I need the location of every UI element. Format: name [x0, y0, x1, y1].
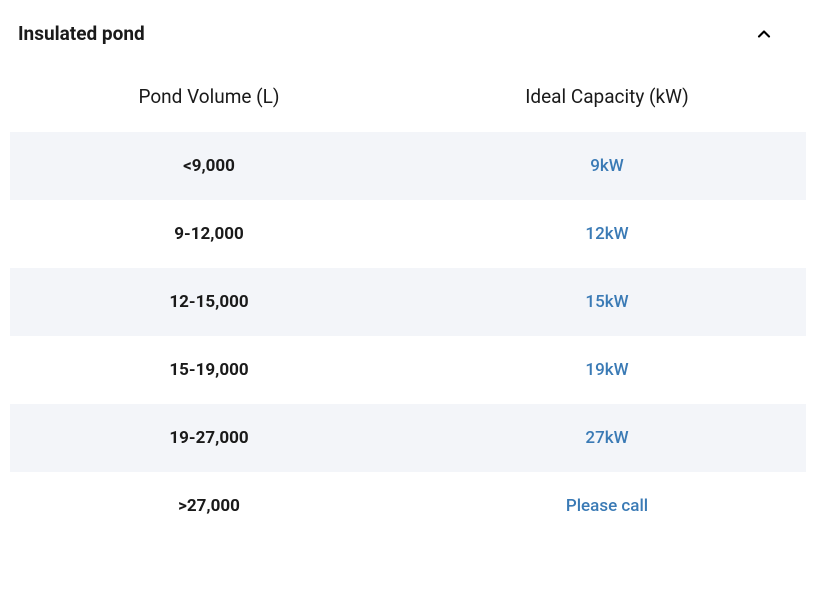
table-row: <9,0009kW [10, 132, 806, 200]
table-row: 9-12,00012kW [10, 200, 806, 268]
table-row: 19-27,00027kW [10, 404, 806, 472]
table-row: 15-19,00019kW [10, 336, 806, 404]
table-cell-capacity-link[interactable]: 12kW [408, 224, 806, 244]
table-cell-volume: 19-27,000 [10, 428, 408, 448]
table-header-row: Pond Volume (L) Ideal Capacity (kW) [10, 65, 806, 132]
table-cell-volume: 15-19,000 [10, 360, 408, 380]
table-header-capacity: Ideal Capacity (kW) [408, 85, 806, 108]
table-cell-capacity-link[interactable]: 15kW [408, 292, 806, 312]
table-body: <9,0009kW9-12,00012kW12-15,00015kW15-19,… [10, 132, 806, 540]
accordion-header[interactable]: Insulated pond [10, 10, 806, 65]
table-header-volume: Pond Volume (L) [10, 85, 408, 108]
table-cell-capacity-link[interactable]: 9kW [408, 156, 806, 176]
table-cell-capacity-link[interactable]: Please call [408, 496, 806, 516]
table-row: 12-15,00015kW [10, 268, 806, 336]
capacity-table: Pond Volume (L) Ideal Capacity (kW) <9,0… [10, 65, 806, 540]
chevron-up-icon [754, 24, 774, 44]
table-cell-capacity-link[interactable]: 19kW [408, 360, 806, 380]
table-cell-volume: <9,000 [10, 156, 408, 176]
accordion-title: Insulated pond [18, 22, 145, 45]
table-cell-volume: 12-15,000 [10, 292, 408, 312]
table-row: >27,000Please call [10, 472, 806, 540]
table-cell-capacity-link[interactable]: 27kW [408, 428, 806, 448]
table-cell-volume: >27,000 [10, 496, 408, 516]
table-cell-volume: 9-12,000 [10, 224, 408, 244]
